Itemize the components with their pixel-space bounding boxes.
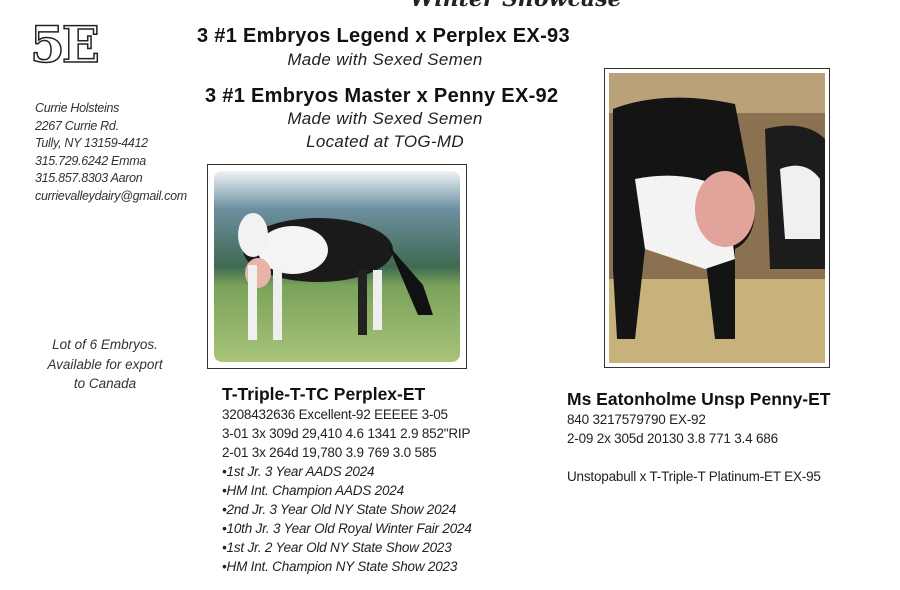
honor-line: •2nd Jr. 3 Year Old NY State Show 2024 — [222, 502, 457, 517]
contact-line: 315.729.6242 Emma — [35, 153, 146, 168]
cow1-photo — [207, 164, 467, 369]
offer2-title: 3 #1 Embryos Master x Penny EX-92 — [205, 85, 559, 107]
offer2-location: Located at TOG-MD — [306, 132, 464, 151]
lot-line: Available for export — [47, 356, 163, 372]
cow2-records: 840 3217579790 EX-92 2-09 2x 305d 20130 … — [567, 410, 831, 486]
5e-logo: 5E — [29, 15, 100, 74]
contact-info: Currie Holsteins 2267 Currie Rd. Tully, … — [35, 100, 187, 205]
showcase-banner: Winter Showcase — [410, 0, 622, 12]
cow1-info: T-Triple-T-TC Perplex-ET 3208432636 Exce… — [222, 384, 472, 576]
record-line: 3208432636 Excellent-92 EEEEE 3-05 — [222, 407, 448, 422]
lot-info: Lot of 6 Embryos. Available for export t… — [40, 335, 170, 394]
cow1-records: 3208432636 Excellent-92 EEEEE 3-05 3-01 … — [222, 405, 472, 576]
honor-line: •1st Jr. 3 Year AADS 2024 — [222, 464, 375, 479]
record-line: 2-01 3x 264d 19,780 3.9 769 3.0 585 — [222, 445, 437, 460]
record-line: 2-09 2x 305d 20130 3.8 771 3.4 686 — [567, 431, 778, 446]
cow2-info: Ms Eatonholme Unsp Penny-ET 840 32175797… — [567, 389, 831, 486]
contact-line: Currie Holsteins — [35, 101, 120, 115]
contact-line: 315.857.8303 Aaron — [35, 171, 143, 185]
contact-line: 2267 Currie Rd. — [35, 118, 119, 133]
record-line: 3-01 3x 309d 29,410 4.6 1341 2.9 852"RIP — [222, 426, 471, 441]
honor-line: •HM Int. Champion AADS 2024 — [222, 483, 404, 498]
cow2-name: Ms Eatonholme Unsp Penny-ET — [567, 389, 831, 409]
pedigree-line: Unstopabull x T-Triple-T Platinum-ET EX-… — [567, 469, 821, 484]
contact-line: Tully, NY 13159-4412 — [35, 136, 148, 150]
cow2-photo — [604, 68, 830, 368]
offer2-sub: Made with Sexed Semen — [287, 109, 483, 128]
cow1-name: T-Triple-T-TC Perplex-ET — [222, 384, 426, 404]
honor-line: •1st Jr. 2 Year Old NY State Show 2023 — [222, 540, 452, 555]
honor-line: •HM Int. Champion NY State Show 2023 — [222, 559, 458, 574]
cow2-image — [609, 73, 825, 363]
offer1-sub: Made with Sexed Semen — [287, 50, 483, 69]
cow1-image — [214, 171, 460, 362]
lot-line: Lot of 6 Embryos. — [52, 337, 158, 352]
lot-line: to Canada — [73, 376, 137, 391]
contact-email: currievalleydairy@gmail.com — [35, 188, 187, 203]
honor-line: •10th Jr. 3 Year Old Royal Winter Fair 2… — [222, 521, 472, 536]
offer1-title: 3 #1 Embryos Legend x Perplex EX-93 — [197, 25, 570, 47]
record-line: 840 3217579790 EX-92 — [567, 412, 706, 427]
